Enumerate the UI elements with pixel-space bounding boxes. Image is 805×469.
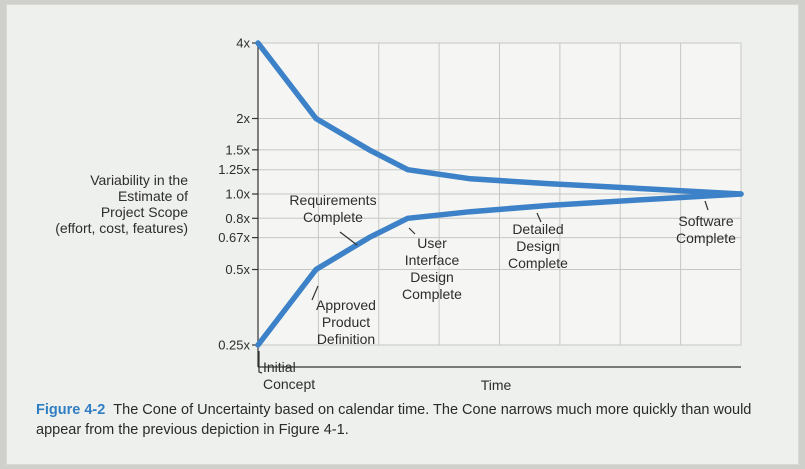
y-tick-label: 1.0x — [225, 187, 250, 202]
y-tick-label: 1.5x — [225, 142, 250, 157]
annotation-text: Complete — [676, 230, 736, 246]
annotation-text: Design — [410, 269, 454, 285]
annotation-text: Detailed — [512, 221, 563, 237]
annotation-text: Complete — [303, 209, 363, 225]
y-axis-title: Variability in the Estimate of Project S… — [10, 172, 188, 236]
annotation-text: Initial — [263, 359, 296, 375]
annotation-leader-line — [311, 285, 319, 301]
annotation-text: User — [417, 235, 447, 251]
upper-bound-line — [255, 40, 744, 197]
annotation-leader-line — [339, 231, 358, 246]
annotation-leader-line — [536, 212, 542, 223]
annotation-text: Complete — [508, 255, 568, 271]
annotation-leader-line — [258, 351, 263, 374]
annotation-text: Requirements — [289, 192, 376, 208]
y-tick-label: 2x — [236, 111, 250, 126]
figure-caption-text: The Cone of Uncertainty based on calenda… — [36, 402, 752, 438]
lower-bound-line — [255, 191, 744, 348]
figure-caption-label: Figure 4-2 — [36, 402, 106, 418]
y-tick-label: 0.8x — [225, 211, 250, 226]
y-axis-title-line: Estimate of — [117, 188, 188, 204]
x-axis-label: Time — [481, 377, 512, 393]
annotation-text: Product — [322, 314, 370, 330]
y-tick-label: 0.67x — [218, 230, 250, 245]
annotation-text: Approved — [316, 297, 376, 313]
annotation-text: Concept — [263, 376, 315, 392]
annotation-text: Software — [678, 213, 733, 229]
y-tick-label: 1.25x — [218, 162, 250, 177]
y-axis-title-line: (effort, cost, features) — [55, 220, 188, 236]
chart-series — [255, 40, 744, 348]
y-tick-label: 0.5x — [225, 262, 250, 277]
annotation-text: Design — [516, 238, 560, 254]
chart-axes: 4x 2x 1.5x 1.25x 1.0x 0.8x 0.67x 0.5x 0.25x — [218, 36, 741, 368]
annotation-text: Interface — [405, 252, 460, 268]
chart-grid — [257, 42, 742, 346]
annotation-text: Definition — [317, 331, 375, 347]
annotation-leader-line — [704, 200, 709, 211]
chart-annotations: InitialConceptApprovedProductDefinitionR… — [258, 192, 736, 392]
y-tick-label: 0.25x — [218, 338, 250, 353]
y-axis-title-line: Project Scope — [100, 204, 188, 220]
cone-of-uncertainty-chart: 4x 2x 1.5x 1.25x 1.0x 0.8x 0.67x 0.5x 0.25x Init… — [218, 36, 744, 393]
y-axis-title-line: Variability in the — [90, 172, 188, 188]
y-tick-label: 4x — [236, 36, 250, 51]
figure-caption: Figure 4-2 The Cone of Uncertainty based … — [36, 400, 786, 440]
annotation-text: Complete — [402, 286, 462, 302]
annotation-leader-line — [408, 227, 416, 235]
